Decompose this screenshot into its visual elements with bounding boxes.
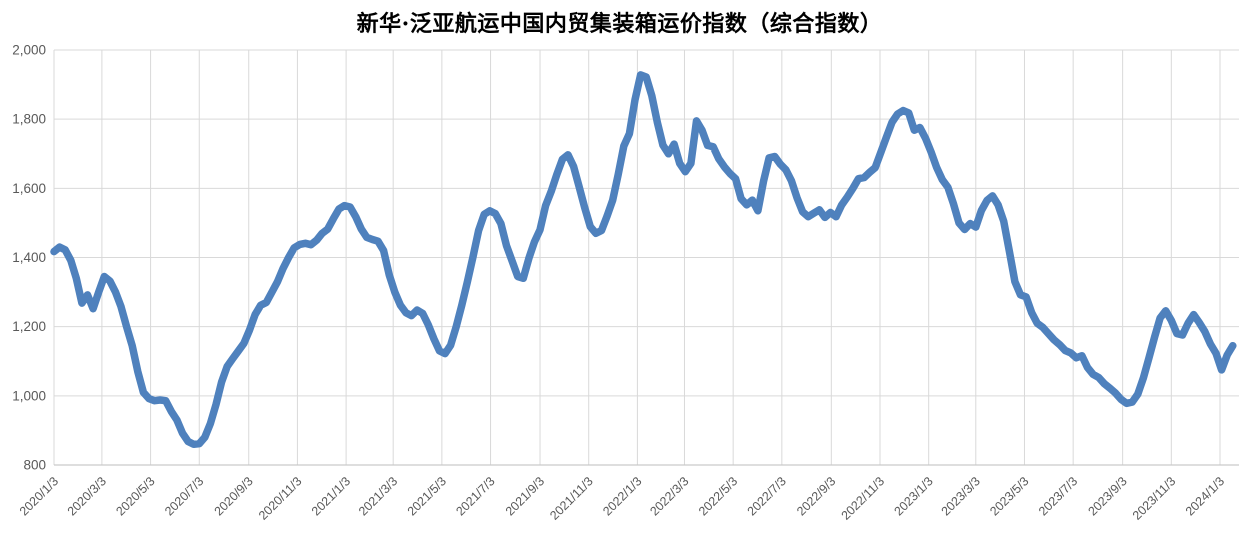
index-series <box>50 71 1237 449</box>
x-tick-label: 2020/7/3 <box>162 474 206 518</box>
y-tick-label: 800 <box>23 458 46 473</box>
x-tick-label: 2022/7/3 <box>745 474 789 518</box>
x-tick-label: 2022/1/3 <box>600 474 644 518</box>
x-tick-label: 2023/1/3 <box>892 474 936 518</box>
vertical-gridlines <box>53 50 1221 465</box>
x-tick-label: 2023/7/3 <box>1036 474 1080 518</box>
x-tick-label: 2021/3/3 <box>356 474 400 518</box>
x-tick-label: 2020/3/3 <box>65 474 109 518</box>
x-tick-label: 2022/5/3 <box>696 474 740 518</box>
chart-title: 新华·泛亚航运中国内贸集装箱运价指数（综合指数） <box>356 11 883 37</box>
x-tick-label: 2020/9/3 <box>212 474 256 518</box>
x-tick-label: 2021/5/3 <box>405 474 449 518</box>
series-line <box>50 71 1237 449</box>
y-tick-label: 1,400 <box>12 250 46 265</box>
x-tick-label: 2022/11/3 <box>839 474 888 523</box>
x-tick-label: 2023/5/3 <box>987 474 1031 518</box>
y-tick-label: 1,000 <box>12 388 46 403</box>
y-tick-label: 1,200 <box>12 319 46 334</box>
x-tick-label: 2020/5/3 <box>113 474 157 518</box>
y-axis-tick-labels: 800 1,000 1,200 1,400 1,600 1,800 2,000 <box>12 43 46 473</box>
x-tick-label: 2020/11/3 <box>256 474 305 523</box>
x-tick-label: 2022/3/3 <box>647 474 691 518</box>
x-axis-tick-labels: 2020/1/3 2020/3/3 2020/5/3 2020/7/3 2020/9/3… <box>17 474 1227 523</box>
x-tick-label: 2021/7/3 <box>453 474 497 518</box>
y-tick-label: 2,000 <box>12 43 46 58</box>
x-tick-label: 2020/1/3 <box>17 474 61 518</box>
x-tick-label: 2022/9/3 <box>794 474 838 518</box>
x-tick-label: 2021/1/3 <box>309 474 353 518</box>
y-tick-label: 1,600 <box>12 181 46 196</box>
x-tick-label: 2023/3/3 <box>939 474 983 518</box>
x-tick-label: 2023/11/3 <box>1130 474 1179 523</box>
y-tick-label: 1,800 <box>12 112 46 127</box>
x-tick-label: 2021/9/3 <box>503 474 547 518</box>
x-tick-label: 2021/11/3 <box>547 474 596 523</box>
horizontal-gridlines <box>54 49 1239 466</box>
x-tick-label: 2024/1/3 <box>1183 474 1227 518</box>
x-tick-label: 2023/9/3 <box>1085 474 1129 518</box>
